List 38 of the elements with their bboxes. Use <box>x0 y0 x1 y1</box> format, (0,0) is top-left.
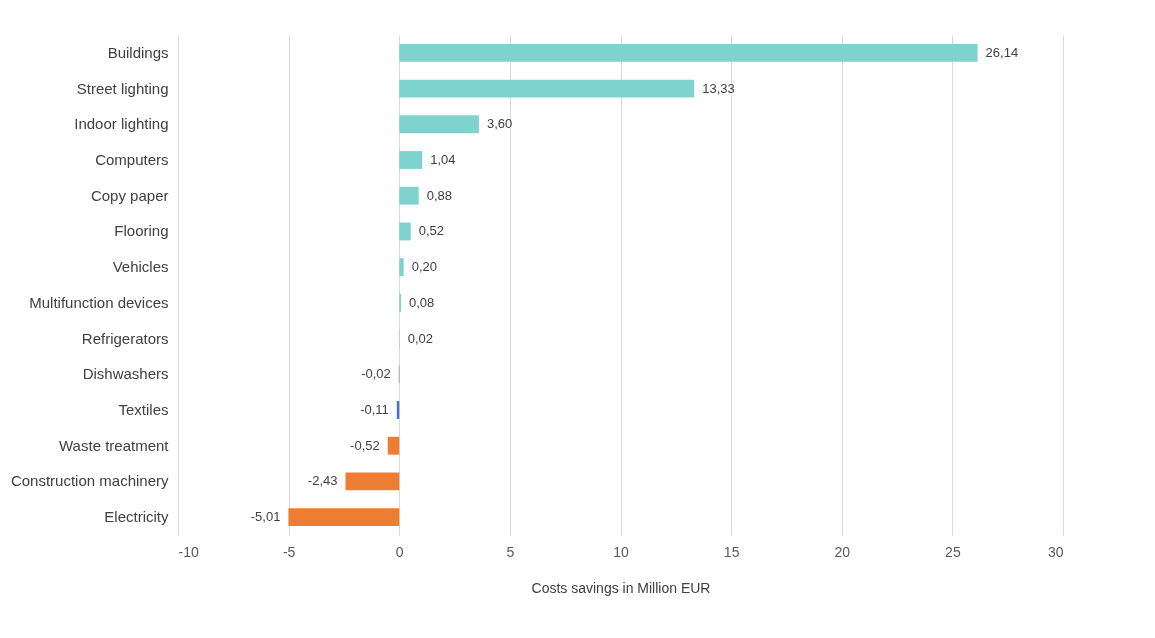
x-axis-title: Costs savings in Million EUR <box>531 579 711 596</box>
data-label: -0,52 <box>350 437 380 453</box>
data-label: -5,01 <box>250 509 281 525</box>
data-label: 3,60 <box>486 116 513 132</box>
data-label: -0,11 <box>360 402 389 417</box>
y-tick-label: Multifunction devices <box>29 293 169 311</box>
data-label: 13,33 <box>702 80 735 96</box>
data-label: -2,43 <box>307 473 338 489</box>
x-tick-label: 25 <box>945 543 961 560</box>
y-tick-label: Copy paper <box>90 186 169 204</box>
x-tick-label: 20 <box>834 543 851 560</box>
data-label: 0,88 <box>426 187 453 203</box>
y-tick-label: Flooring <box>114 222 169 240</box>
x-tick-label: 0 <box>395 543 404 560</box>
y-tick-label: Street lighting <box>76 79 169 97</box>
data-label: 0,52 <box>418 223 445 239</box>
data-label: 26,14 <box>985 44 1019 60</box>
y-tick-label: Buildings <box>107 43 169 61</box>
x-tick-label: 15 <box>723 543 740 560</box>
x-tick-label: 30 <box>1047 543 1064 560</box>
y-tick-label: Electricity <box>104 508 169 526</box>
y-tick-label: Indoor lighting <box>74 115 169 133</box>
x-tick-label: 5 <box>506 543 515 560</box>
data-label: 0,20 <box>411 259 437 275</box>
x-tick-label: 10 <box>613 543 629 560</box>
data-label: 0,08 <box>409 294 435 310</box>
y-tick-label: Dishwashers <box>82 365 169 383</box>
y-tick-label: Textiles <box>118 401 169 418</box>
y-tick-label: Vehicles <box>112 258 169 276</box>
y-tick-label: Computers <box>95 151 169 168</box>
data-label: -0,02 <box>361 366 391 382</box>
data-label: 1,04 <box>430 152 456 167</box>
y-tick-label: Construction machinery <box>10 472 169 490</box>
x-tick-label: -5 <box>282 543 296 560</box>
data-label: 0,02 <box>407 330 434 346</box>
y-tick-label: Waste treatment <box>59 436 170 454</box>
y-tick-label: Refrigerators <box>81 329 169 347</box>
x-tick-label: -10 <box>178 543 199 560</box>
